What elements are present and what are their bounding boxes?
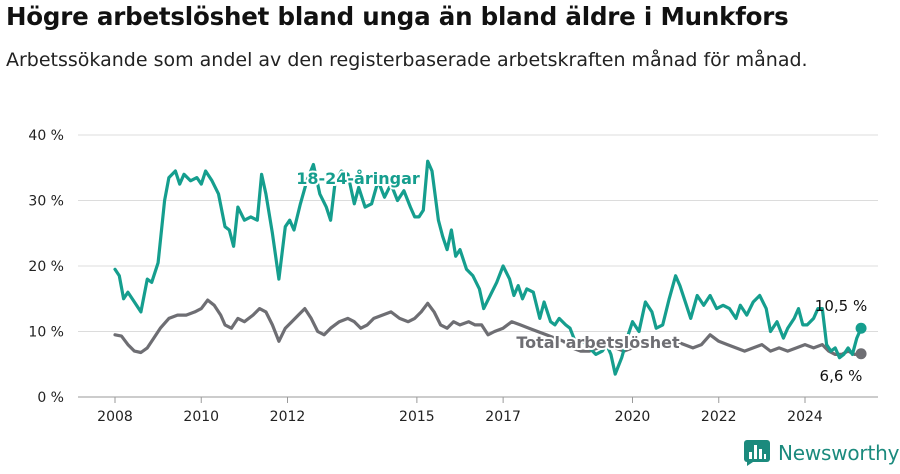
y-tick-label: 10 % [28,325,64,341]
x-tick-label: 2020 [615,409,651,425]
series-line [113,298,863,356]
series-labels: 18-24-åringar Total arbetslöshet 10,5 % 6,6… [294,167,867,385]
end-point-marker [855,322,867,334]
end-value-label: 10,5 % [815,297,867,315]
y-tick-label: 0 % [37,390,64,406]
newsworthy-bar-chart-icon [744,440,770,466]
x-tick-label: 2010 [183,409,219,425]
newsworthy-brand: Newsworthy [744,440,899,466]
x-tick-label: 2008 [97,409,133,425]
series-line [113,159,863,376]
y-axis: 0 % 10 % 20 % 30 % 40 % [28,128,64,406]
gridlines [78,134,878,398]
chart-title: Högre arbetslöshet bland unga än bland ä… [6,2,789,31]
y-tick-label: 40 % [28,128,64,144]
x-tick-label: 2017 [485,409,521,425]
x-tick-label: 2022 [701,409,737,425]
chart-subtitle: Arbetssökande som andel av den registerb… [6,49,808,71]
x-tick-label: 2012 [270,409,306,425]
brand-name: Newsworthy [778,441,900,465]
y-tick-label: 20 % [28,259,64,275]
x-tick-label: 2024 [787,409,823,425]
x-axis: 2008 2010 2012 2015 2017 2020 2022 2024 [97,397,823,425]
end-value-label: 6,6 % [820,367,863,385]
y-tick-label: 30 % [28,194,64,210]
end-point-marker [855,348,867,360]
series-label: Total arbetslöshet [516,333,680,352]
series-label: 18-24-åringar [296,169,420,188]
series-lines [113,159,867,376]
x-tick-label: 2015 [399,409,435,425]
